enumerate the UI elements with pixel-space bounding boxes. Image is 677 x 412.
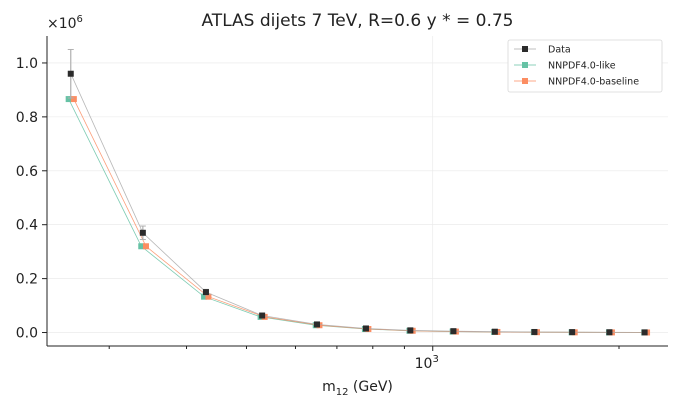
data-point — [67, 70, 74, 77]
data-point — [139, 229, 146, 236]
y-tick-label: 0.4 — [16, 218, 38, 234]
y-tick-label: 0.0 — [16, 326, 38, 342]
data-point — [606, 329, 613, 336]
chart-title: ATLAS dijets 7 TeV, R=0.6 y * = 0.75 — [202, 11, 514, 31]
legend: Data NNPDF4.0-like NNPDF4.0-baseline — [507, 39, 663, 93]
data-point — [491, 328, 498, 335]
legend-label: Data — [548, 45, 571, 56]
y-tick-label: 0.6 — [16, 164, 38, 180]
data-point — [362, 325, 369, 332]
y-multiplier-label: ×106 — [47, 14, 83, 32]
legend-marker — [522, 62, 528, 68]
series-layer — [65, 48, 651, 336]
legend-label: NNPDF4.0-baseline — [548, 77, 639, 88]
legend-item: NNPDF4.0-like — [514, 61, 616, 72]
y-tick-label: 0.8 — [16, 110, 38, 126]
data-point — [70, 96, 77, 103]
data-point — [641, 329, 648, 336]
data-point — [531, 328, 538, 335]
data-point — [138, 243, 145, 250]
x-axis-label: m12 (GeV) — [322, 379, 393, 398]
series-data — [67, 48, 648, 336]
legend-marker — [522, 46, 528, 52]
data-point — [201, 293, 208, 300]
y-tick-label: 0.2 — [16, 272, 38, 288]
data-point — [142, 243, 149, 250]
data-point — [407, 327, 414, 334]
legend-label: NNPDF4.0-like — [548, 61, 616, 72]
data-point — [205, 293, 212, 300]
legend-item: NNPDF4.0-baseline — [514, 77, 639, 88]
data-point — [313, 321, 320, 328]
data-point — [202, 289, 209, 296]
axes-layer: 0.0 0.2 0.4 0.6 0.8 1.0 ×106 103 m12 (GeV) — [16, 14, 668, 398]
legend-box — [507, 39, 663, 93]
data-point — [450, 328, 457, 335]
x-tick-label: 103 — [415, 354, 439, 372]
legend-item: Data — [514, 45, 571, 56]
y-tick-label: 1.0 — [16, 56, 38, 72]
legend-marker — [522, 78, 528, 84]
data-point — [569, 329, 576, 336]
data-point — [65, 96, 72, 103]
data-point — [259, 312, 266, 319]
